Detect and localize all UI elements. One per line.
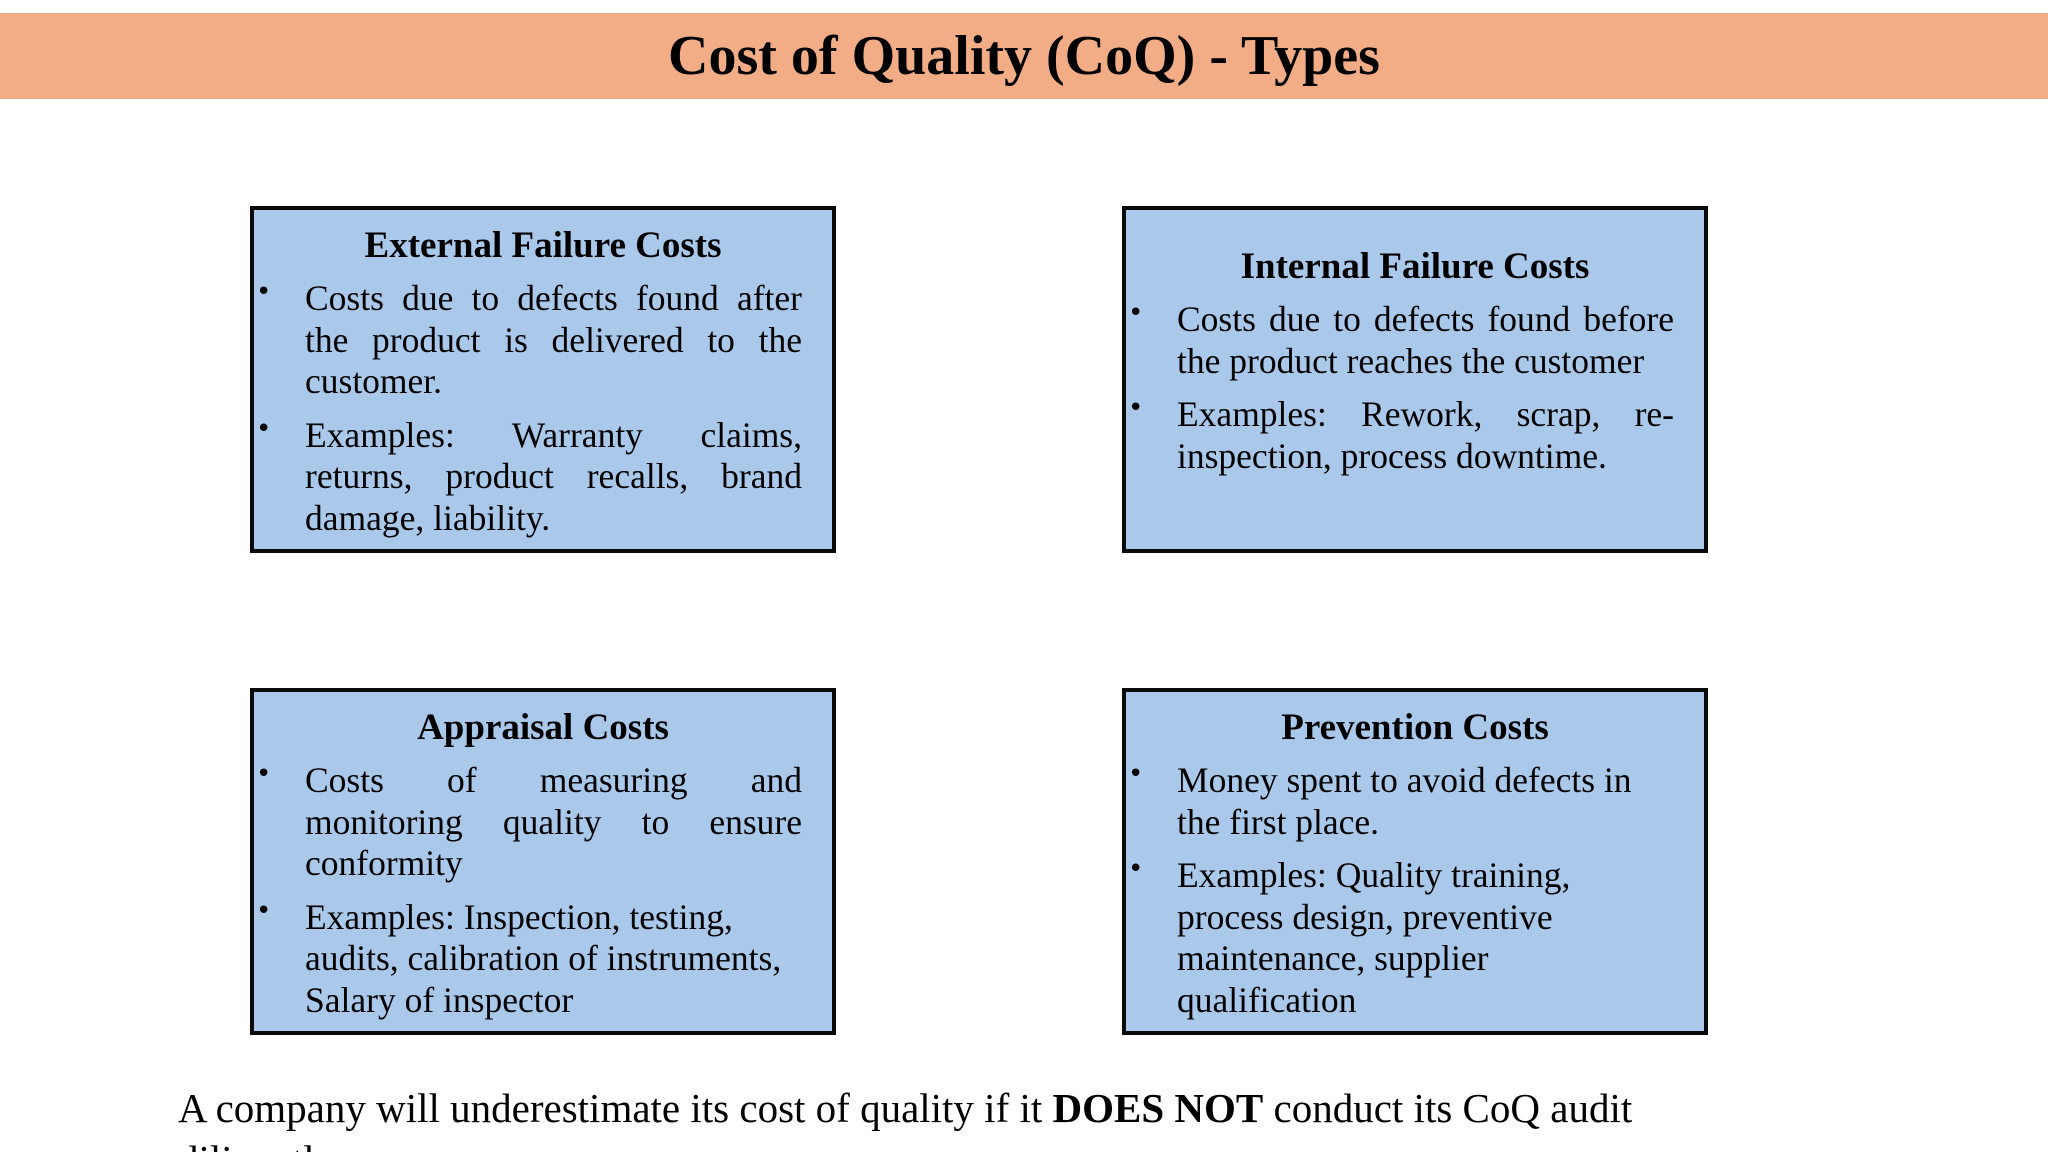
bullet-text: Money spent to avoid defects in the firs… xyxy=(1177,760,1632,842)
prevention-costs-box: Prevention Costs • Money spent to avoid … xyxy=(1122,688,1708,1035)
bullet-icon: • xyxy=(1128,854,1144,884)
bullet-text: Costs due to defects found after the pro… xyxy=(305,278,802,401)
bullet-text: Examples: Rework, scrap, re-inspection, … xyxy=(1177,394,1674,476)
footer-note-continuation: diligently. xyxy=(178,1134,343,1152)
slide-title: Cost of Quality (CoQ) - Types xyxy=(668,25,1380,87)
list-item: • Costs due to defects found after the p… xyxy=(254,277,832,403)
internal-failure-costs-list: • Costs due to defects found before the … xyxy=(1126,298,1704,489)
footer-emphasis: DOES NOT xyxy=(1052,1085,1264,1131)
footer-text-after: conduct its CoQ audit xyxy=(1263,1085,1633,1131)
list-item: • Examples: Inspection, testing, audits,… xyxy=(254,896,832,1022)
bullet-icon: • xyxy=(256,895,272,926)
bullet-text: Costs of measuring and monitoring qualit… xyxy=(305,760,802,883)
prevention-costs-title: Prevention Costs xyxy=(1281,707,1549,748)
footer-text-before: A company will underestimate its cost of… xyxy=(178,1085,1053,1131)
bullet-icon: • xyxy=(1128,393,1144,423)
external-failure-costs-title: External Failure Costs xyxy=(364,225,722,266)
internal-failure-costs-title: Internal Failure Costs xyxy=(1240,246,1590,287)
title-bar xyxy=(0,13,2048,99)
internal-failure-costs-box: Internal Failure Costs • Costs due to de… xyxy=(1122,206,1708,553)
bullet-icon: • xyxy=(256,759,272,789)
list-item: • Examples: Rework, scrap, re-inspection… xyxy=(1126,393,1704,477)
appraisal-costs-box: Appraisal Costs • Costs of measuring and… xyxy=(250,688,836,1035)
bullet-text: Examples: Warranty claims, returns, prod… xyxy=(305,414,802,538)
appraisal-costs-title: Appraisal Costs xyxy=(417,707,669,748)
bullet-text: Costs due to defects found before the pr… xyxy=(1177,299,1674,381)
list-item: • Examples: Warranty claims, returns, pr… xyxy=(254,414,832,540)
appraisal-costs-list: • Costs of measuring and monitoring qual… xyxy=(254,759,832,1033)
bullet-icon: • xyxy=(256,277,272,307)
external-failure-costs-box: External Failure Costs • Costs due to de… xyxy=(250,206,836,553)
external-failure-costs-list: • Costs due to defects found after the p… xyxy=(254,277,832,551)
list-item: • Costs due to defects found before the … xyxy=(1126,298,1704,382)
list-item: • Examples: Quality training, process de… xyxy=(1126,854,1704,1021)
footer-note: A company will underestimate its cost of… xyxy=(178,1082,1632,1134)
prevention-costs-list: • Money spent to avoid defects in the fi… xyxy=(1126,759,1704,1033)
bullet-text: Examples: Inspection, testing, audits, c… xyxy=(305,896,782,1020)
bullet-icon: • xyxy=(256,413,272,444)
bullet-icon: • xyxy=(1128,298,1144,328)
bullet-text: Examples: Quality training, process desi… xyxy=(1177,855,1571,1020)
list-item: • Costs of measuring and monitoring qual… xyxy=(254,759,832,885)
list-item: • Money spent to avoid defects in the fi… xyxy=(1126,759,1704,843)
bullet-icon: • xyxy=(1128,759,1144,789)
